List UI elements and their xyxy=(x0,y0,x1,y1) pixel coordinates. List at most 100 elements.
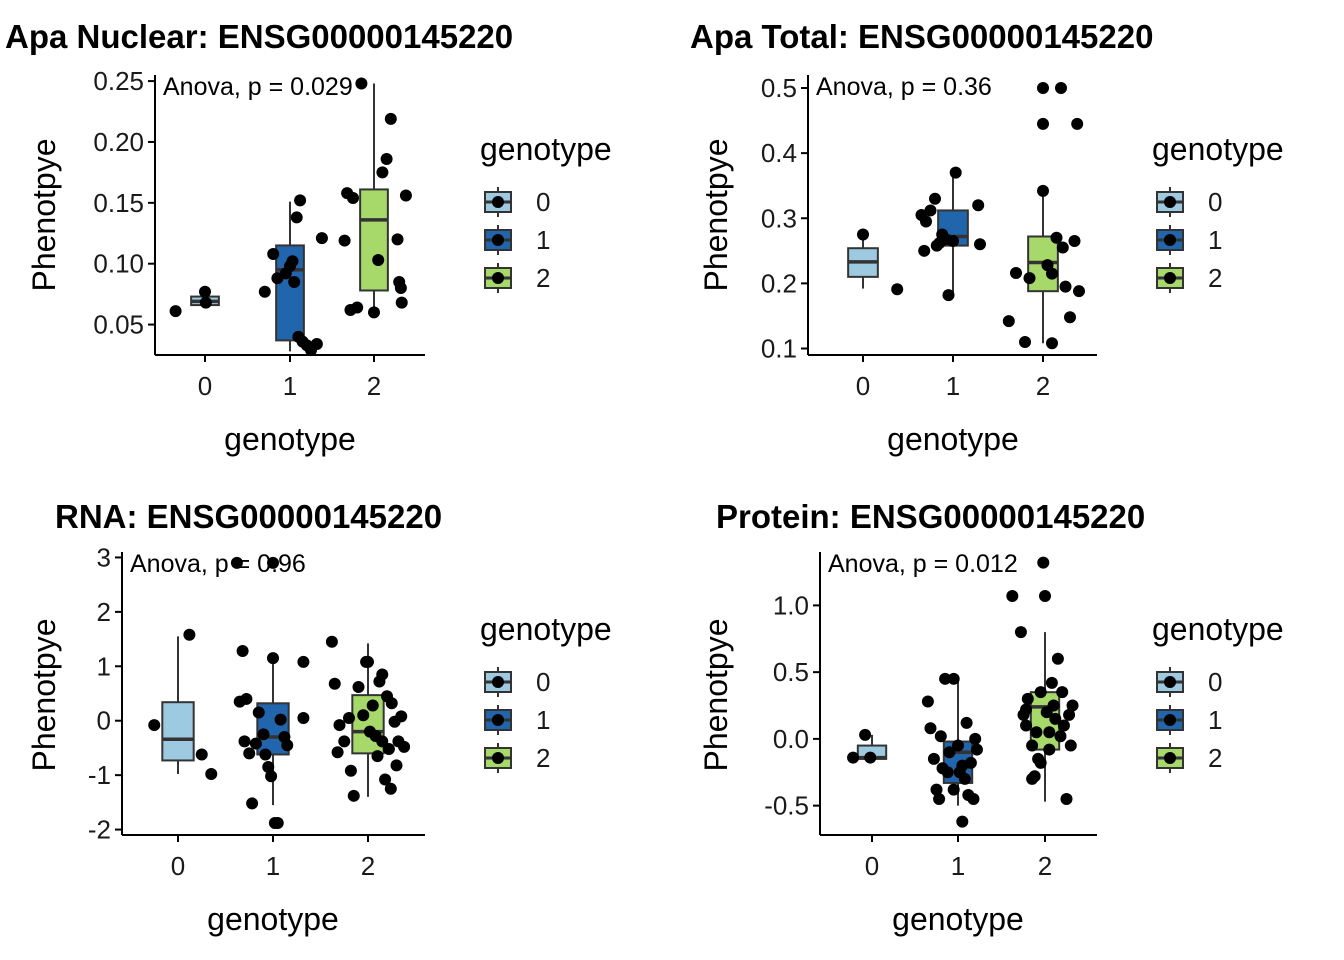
data-point xyxy=(265,770,278,783)
data-point xyxy=(927,752,940,765)
data-point xyxy=(1034,686,1047,699)
legend: genotype 0 1 2 xyxy=(480,131,612,293)
data-point xyxy=(1026,772,1039,785)
data-point xyxy=(271,817,284,830)
data-point xyxy=(267,652,279,665)
data-point xyxy=(376,735,389,748)
data-point xyxy=(205,768,218,781)
x-tick-label: 0 xyxy=(865,851,879,881)
data-point xyxy=(246,797,259,810)
x-axis-label: genotype xyxy=(887,421,1019,457)
data-point xyxy=(1071,117,1084,130)
x-axis-label: genotype xyxy=(224,421,356,457)
legend-key-point xyxy=(492,272,504,284)
data-point xyxy=(195,748,208,761)
legend-key-point xyxy=(492,676,504,688)
legend-key-point xyxy=(492,752,504,764)
data-point xyxy=(1050,231,1063,244)
y-axis-label: Phenotpye xyxy=(26,618,62,771)
y-tick-label: 0.25 xyxy=(93,66,144,96)
data-point xyxy=(1059,280,1072,293)
data-point xyxy=(274,713,287,726)
y-tick-label: 3 xyxy=(97,542,111,572)
legend-key-point xyxy=(492,234,504,246)
y-tick-label: 0.10 xyxy=(93,249,144,279)
x-tick-label: 1 xyxy=(951,851,965,881)
data-point xyxy=(924,204,937,217)
box-0 xyxy=(161,701,195,762)
legend: genotype 0 1 2 xyxy=(1152,611,1284,773)
data-point xyxy=(1039,590,1051,603)
data-point xyxy=(972,199,985,212)
data-point xyxy=(357,709,370,722)
legend-title: genotype xyxy=(1152,131,1284,167)
data-point xyxy=(243,747,256,760)
legend-key-point xyxy=(1164,272,1176,284)
data-point xyxy=(355,77,368,90)
data-point xyxy=(384,112,397,125)
data-point xyxy=(384,782,397,795)
legend-label: 0 xyxy=(536,187,550,217)
data-point xyxy=(240,692,253,705)
x-tick-label: 2 xyxy=(1038,851,1052,881)
data-point xyxy=(918,244,931,257)
y-tick-label: 0.3 xyxy=(761,203,797,233)
data-point xyxy=(1051,652,1064,665)
data-point xyxy=(259,748,272,761)
data-point xyxy=(947,235,959,248)
legend-label: 2 xyxy=(1208,743,1222,773)
data-point xyxy=(286,255,299,268)
data-point xyxy=(343,711,355,724)
x-tick-label: 2 xyxy=(1036,371,1050,401)
anova-annotation: Anova, p = 0.029 xyxy=(163,73,353,101)
data-point xyxy=(395,296,408,309)
data-point xyxy=(183,628,196,641)
data-point xyxy=(236,645,249,658)
panel-title: RNA: ENSG00000145220 xyxy=(55,498,442,535)
panel-3: Protein: ENSG00000145220 -0.5 0.0 0.5 1.0 0 1 2… xyxy=(698,498,1284,937)
data-point xyxy=(297,655,310,668)
data-point xyxy=(395,710,408,723)
data-point xyxy=(956,759,969,772)
data-point xyxy=(958,772,971,785)
data-point xyxy=(929,192,941,205)
data-point xyxy=(258,285,271,298)
data-point xyxy=(376,166,389,179)
y-tick-label: 0.1 xyxy=(761,333,797,363)
data-point xyxy=(947,672,960,685)
data-point xyxy=(199,285,211,298)
legend-label: 1 xyxy=(1208,225,1222,255)
legend-key-point xyxy=(1164,234,1176,246)
legend-label: 1 xyxy=(1208,705,1222,735)
data-point xyxy=(1046,267,1058,280)
data-point xyxy=(347,191,359,204)
data-point xyxy=(394,282,407,295)
data-point xyxy=(942,289,955,302)
data-point xyxy=(267,247,280,260)
data-point xyxy=(891,283,904,296)
data-point xyxy=(1026,739,1039,752)
data-point xyxy=(267,556,279,569)
data-point xyxy=(1006,590,1019,603)
data-point xyxy=(262,760,275,773)
y-tick-label: 0.4 xyxy=(761,138,797,168)
x-tick-label: 2 xyxy=(361,851,375,881)
data-point xyxy=(970,743,983,756)
y-axis-label: Phenotpye xyxy=(698,618,734,771)
data-point xyxy=(947,783,960,796)
data-point xyxy=(969,732,982,745)
data-point xyxy=(390,759,403,772)
legend-key-point xyxy=(1164,714,1176,726)
data-point xyxy=(952,739,964,752)
data-point xyxy=(1055,82,1067,95)
data-point xyxy=(1057,719,1070,732)
data-point xyxy=(1037,117,1049,130)
data-point xyxy=(933,792,946,805)
y-tick-label: 0.5 xyxy=(761,73,797,103)
x-tick-label: 1 xyxy=(266,851,280,881)
box-2 xyxy=(359,188,389,292)
data-point xyxy=(352,680,365,693)
data-point xyxy=(338,735,351,748)
data-point xyxy=(148,719,161,732)
